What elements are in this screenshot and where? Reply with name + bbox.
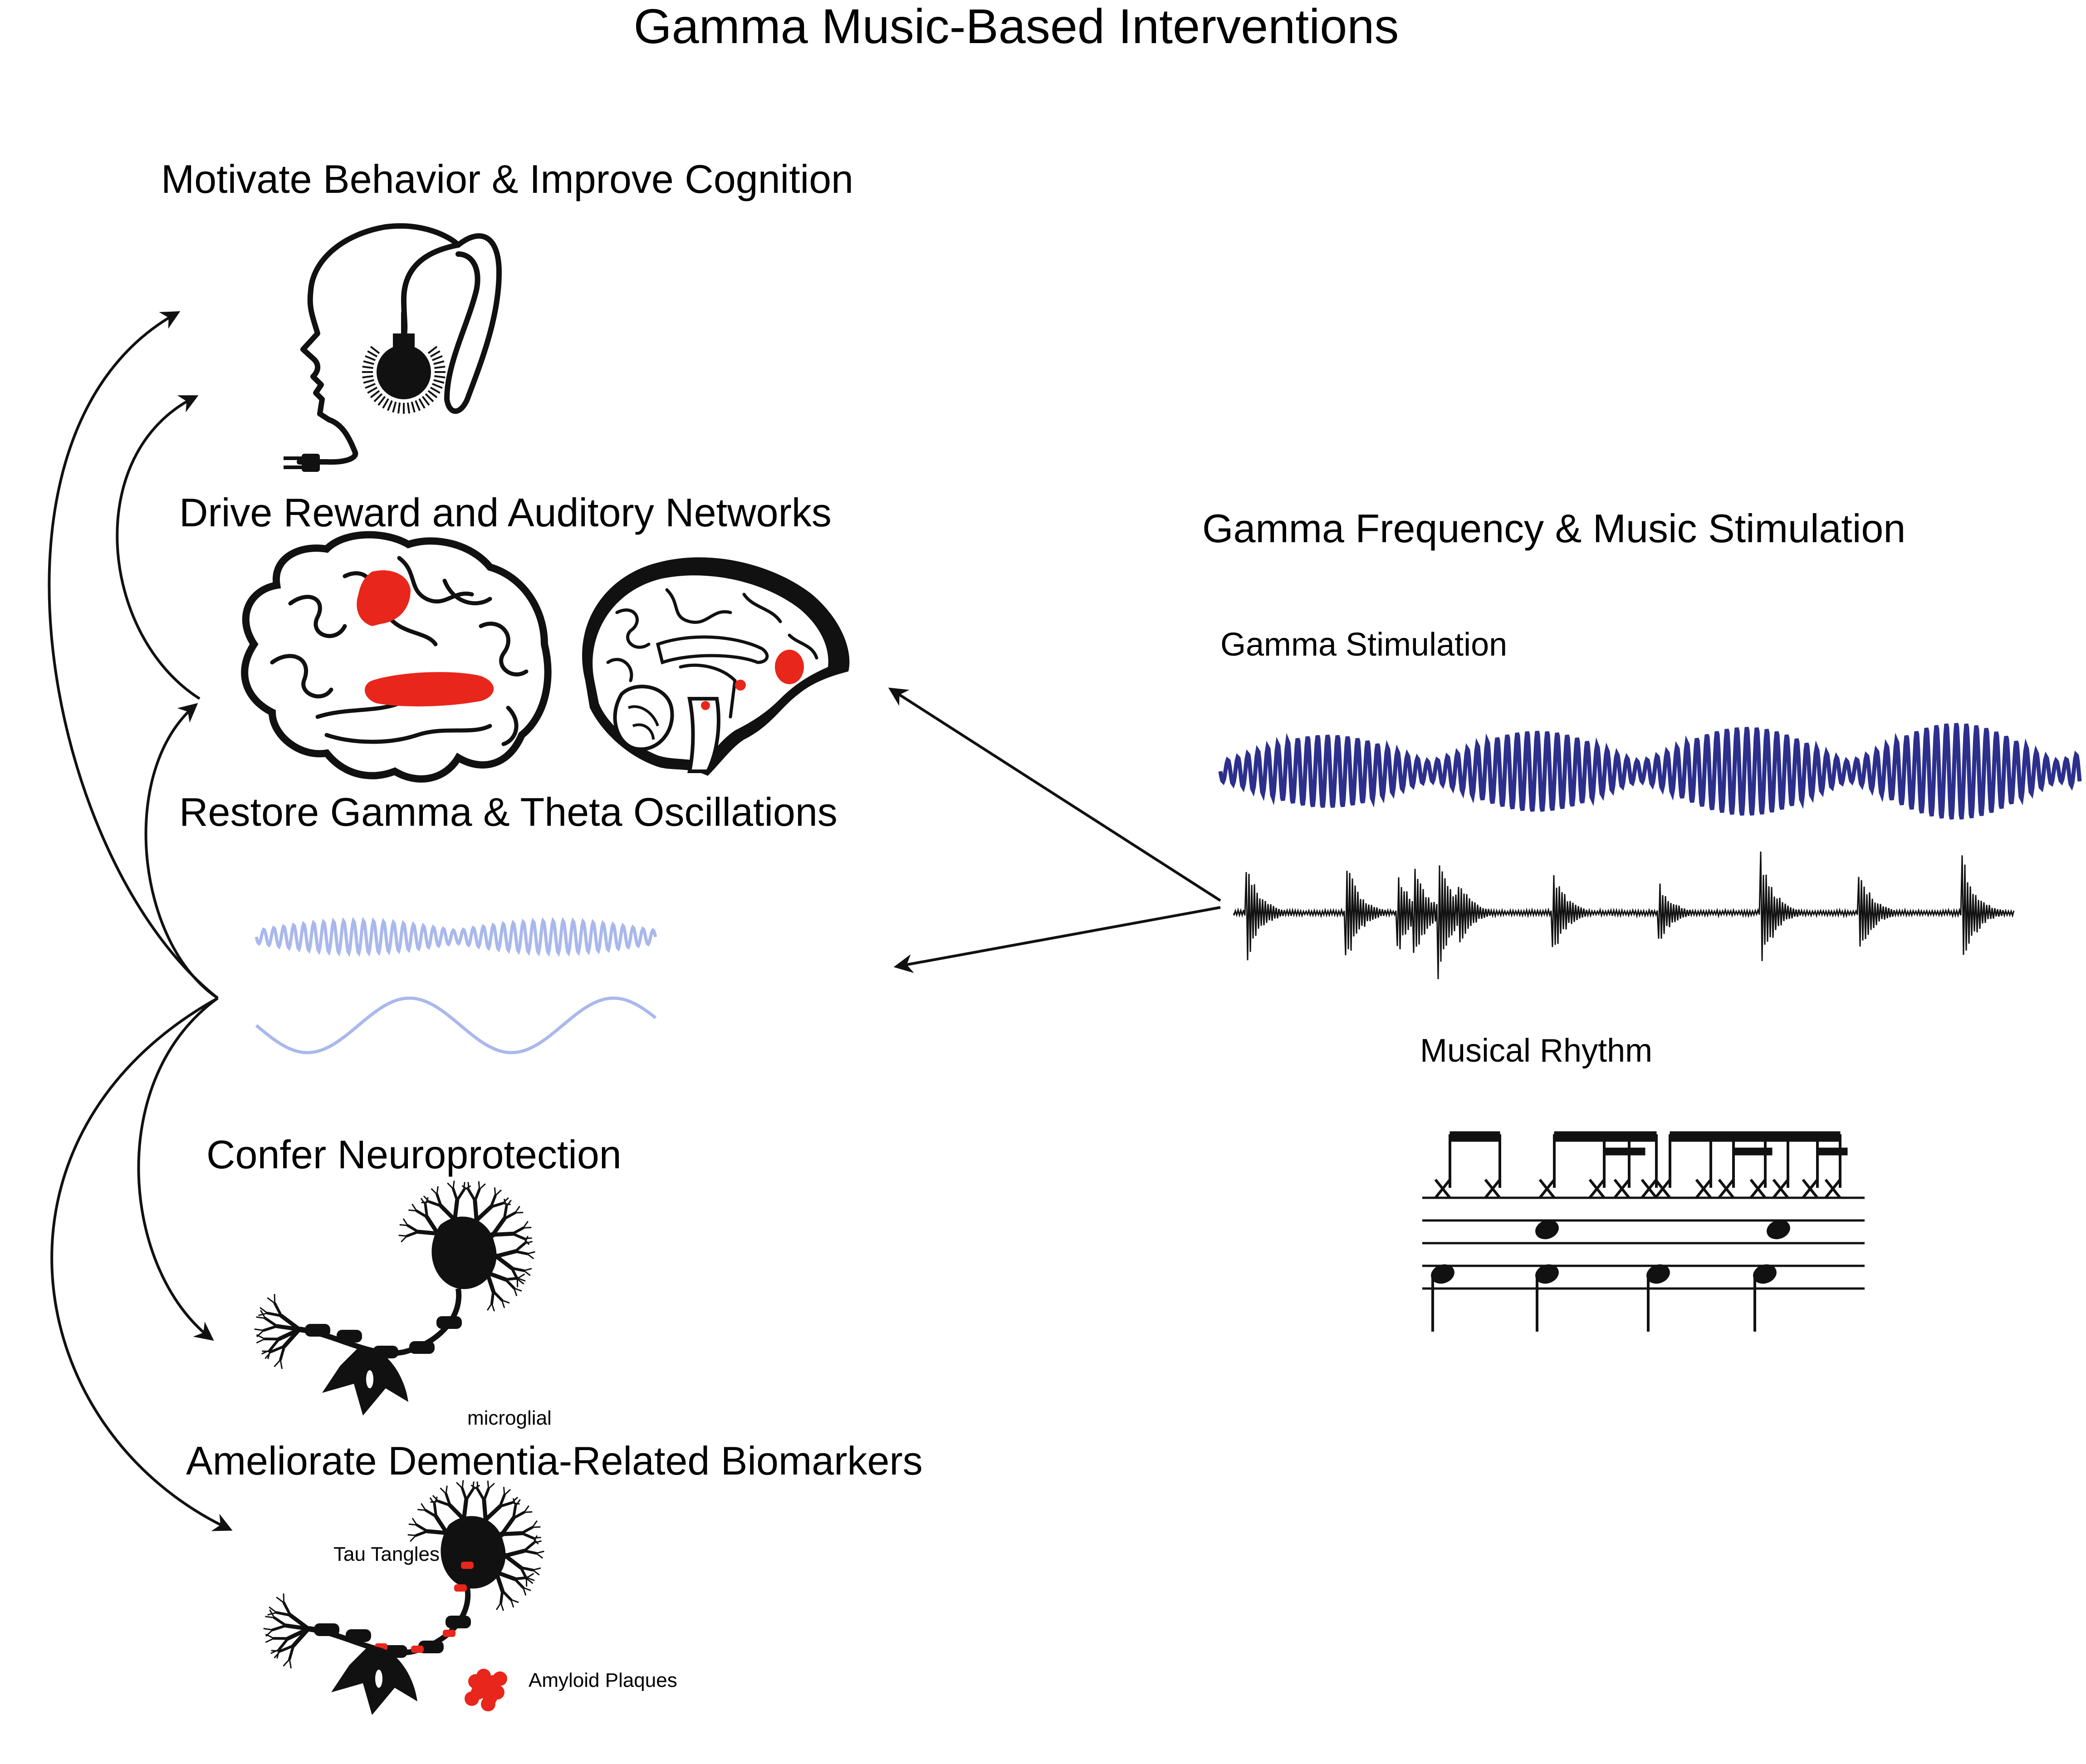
heading-biomarkers: Ameliorate Dementia-Related Biomarkers — [186, 1438, 923, 1483]
theta-oscillation-wave — [256, 998, 656, 1053]
music-audio-waveform — [1234, 852, 2014, 979]
neuron-healthy-icon — [255, 1181, 534, 1416]
arrow-stim-to-brain — [891, 690, 1220, 901]
lightbulb-icon — [362, 333, 446, 414]
brain-sagittal-icon — [582, 557, 849, 776]
arrow-to-reward — [146, 706, 218, 998]
heading-reward: Drive Reward and Auditory Networks — [179, 490, 832, 535]
amyloid-plaque-icon — [465, 1669, 507, 1711]
gamma-oscillation-wave — [256, 921, 656, 953]
arrow-to-neuroprotection — [138, 998, 218, 1338]
label-amyloid-plaques: Amyloid Plaques — [529, 1669, 677, 1691]
arrow-stim-to-oscillations — [897, 907, 1220, 966]
arrow-to-cognition-outer — [49, 313, 218, 998]
brain-lateral-icon — [245, 535, 548, 779]
arrow-to-cognition-inner — [117, 397, 200, 699]
label-microglial: microglial — [467, 1407, 552, 1429]
heading-neuroprotection: Confer Neuroprotection — [206, 1132, 622, 1177]
plug-icon — [284, 454, 320, 472]
cerebellum-icon — [615, 686, 672, 749]
heading-stimulation: Gamma Frequency & Music Stimulation — [1202, 506, 1905, 551]
midbrain-region — [701, 701, 710, 710]
prefrontal-region — [775, 650, 804, 684]
label-gamma-stimulation: Gamma Stimulation — [1220, 627, 1507, 663]
label-tau-tangles: Tau Tangles — [333, 1543, 440, 1565]
drum-notation — [1422, 1132, 1865, 1332]
heading-cognition: Motivate Behavior & Improve Cognition — [161, 157, 853, 201]
staff-lines — [1422, 1198, 1865, 1289]
heading-oscillations: Restore Gamma & Theta Oscillations — [179, 789, 837, 834]
label-musical-rhythm: Musical Rhythm — [1420, 1033, 1652, 1069]
gamma-stimulation-wave — [1220, 723, 2080, 819]
striatum-region — [735, 680, 746, 691]
page-title: Gamma Music-Based Interventions — [634, 0, 1399, 54]
